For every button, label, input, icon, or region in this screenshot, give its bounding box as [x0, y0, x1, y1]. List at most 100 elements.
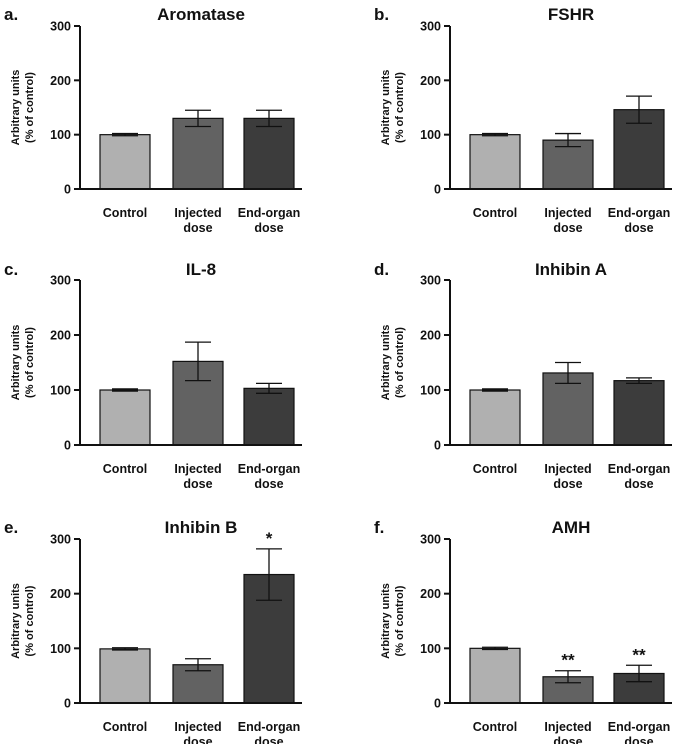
x-tick-label: dose [624, 221, 653, 235]
y-axis-label: (% of control) [24, 585, 36, 656]
panel-letter: f. [374, 518, 384, 537]
chart-title: IL-8 [186, 260, 216, 279]
x-tick-label: dose [624, 477, 653, 491]
y-tick-label: 100 [50, 384, 71, 398]
chart-title: Aromatase [157, 5, 245, 24]
chart-panel: c. IL-8 Arbitrary units (% of control) Contr… [4, 260, 302, 491]
x-tick-label: End-organ [238, 206, 301, 220]
significance-marker: ** [561, 651, 575, 670]
y-axis-label: Arbitrary units [380, 70, 392, 146]
x-tick-label: dose [254, 221, 283, 235]
y-tick-label: 0 [434, 439, 441, 453]
x-tick-label: Control [473, 720, 517, 734]
y-tick-label: 100 [50, 642, 71, 656]
y-tick-label: 200 [50, 74, 71, 88]
chart-title: Inhibin B [165, 518, 238, 537]
chart-panel: d. Inhibin A Arbitrary units (% of control)… [374, 260, 672, 491]
y-tick-label: 0 [434, 183, 441, 197]
y-axis-label: (% of control) [394, 327, 406, 398]
y-tick-label: 200 [50, 329, 71, 343]
x-tick-label: Injected [544, 462, 591, 476]
y-tick-label: 300 [420, 274, 441, 288]
bar [99, 134, 151, 190]
x-tick-label: Control [473, 462, 517, 476]
x-tick-label: Control [103, 462, 147, 476]
x-tick-label: dose [553, 477, 582, 491]
panel-letter: d. [374, 260, 389, 279]
x-tick-label: Injected [174, 720, 221, 734]
y-tick-label: 100 [420, 642, 441, 656]
x-tick-label: dose [254, 477, 283, 491]
chart-panel: e. Inhibin B Arbitrary units (% of control)… [4, 518, 302, 744]
y-tick-label: 300 [50, 274, 71, 288]
y-axis-label: Arbitrary units [380, 325, 392, 401]
y-tick-label: 200 [420, 329, 441, 343]
y-tick-label: 200 [50, 587, 71, 601]
x-tick-label: dose [553, 221, 582, 235]
bar [243, 387, 295, 446]
x-tick-label: dose [624, 735, 653, 744]
y-tick-label: 300 [50, 533, 71, 547]
y-tick-label: 0 [64, 183, 71, 197]
chart-title: AMH [552, 518, 591, 537]
x-tick-label: Injected [544, 720, 591, 734]
panel-letter: a. [4, 5, 18, 24]
chart-panel: a. Aromatase Arbitrary units (% of control)… [4, 5, 302, 235]
bar [172, 360, 224, 446]
y-tick-label: 0 [64, 697, 71, 711]
x-tick-label: Control [473, 206, 517, 220]
chart-panel: b. FSHR Arbitrary units (% of control) Contr… [374, 5, 672, 235]
x-tick-label: Control [103, 720, 147, 734]
x-tick-label: End-organ [238, 720, 301, 734]
y-tick-label: 0 [64, 439, 71, 453]
chart-title: Inhibin A [535, 260, 607, 279]
y-axis-label: Arbitrary units [10, 70, 22, 146]
y-tick-label: 200 [420, 587, 441, 601]
chart-panel: f. AMH Arbitrary units (% of control) Contro… [374, 518, 672, 744]
bar [542, 139, 594, 190]
y-tick-label: 300 [420, 533, 441, 547]
bar [469, 389, 521, 446]
x-tick-label: dose [254, 735, 283, 744]
x-tick-label: dose [183, 221, 212, 235]
y-tick-label: 100 [50, 128, 71, 142]
chart-title: FSHR [548, 5, 594, 24]
x-tick-label: Injected [544, 206, 591, 220]
y-axis-label: Arbitrary units [380, 583, 392, 659]
x-tick-label: dose [553, 735, 582, 744]
bar [469, 647, 521, 704]
panel-letter: c. [4, 260, 18, 279]
x-tick-label: Injected [174, 462, 221, 476]
bar [172, 117, 224, 190]
x-tick-label: End-organ [608, 206, 671, 220]
bar [243, 117, 295, 190]
y-tick-label: 300 [420, 20, 441, 34]
y-tick-label: 100 [420, 384, 441, 398]
panel-letter: e. [4, 518, 18, 537]
y-tick-label: 200 [420, 74, 441, 88]
x-tick-label: dose [183, 735, 212, 744]
y-tick-label: 0 [434, 697, 441, 711]
x-tick-label: End-organ [238, 462, 301, 476]
bar [613, 380, 665, 446]
x-tick-label: Injected [174, 206, 221, 220]
bar [542, 372, 594, 446]
y-axis-label: (% of control) [24, 327, 36, 398]
bar [469, 134, 521, 190]
x-tick-label: dose [183, 477, 212, 491]
y-axis-label: (% of control) [394, 585, 406, 656]
y-axis-label: (% of control) [24, 72, 36, 143]
y-tick-label: 300 [50, 20, 71, 34]
y-axis-label: (% of control) [394, 72, 406, 143]
significance-marker: * [266, 529, 273, 548]
x-tick-label: Control [103, 206, 147, 220]
bar [99, 389, 151, 446]
panel-letter: b. [374, 5, 389, 24]
x-tick-label: End-organ [608, 462, 671, 476]
y-axis-label: Arbitrary units [10, 325, 22, 401]
x-tick-label: End-organ [608, 720, 671, 734]
significance-marker: ** [632, 645, 646, 664]
bar [99, 648, 151, 704]
y-axis-label: Arbitrary units [10, 583, 22, 659]
